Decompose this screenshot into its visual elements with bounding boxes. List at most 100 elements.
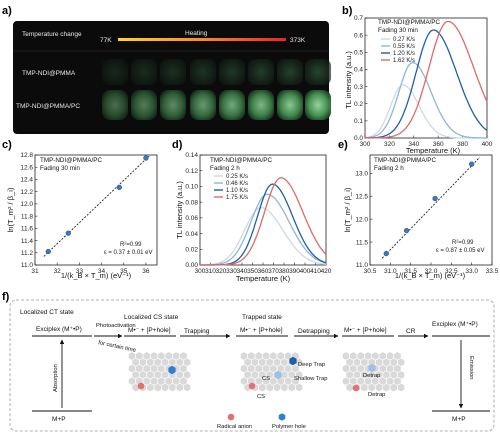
chart-e-title: TMP-NDI@PMMA/PC	[374, 157, 436, 164]
x-tick-label: 33.5	[486, 268, 499, 275]
lattice-detrap	[342, 351, 406, 393]
photo-vial-pmma	[160, 59, 186, 85]
y-tick-label: 0.04	[185, 231, 198, 238]
y-tick-label: 0.00	[185, 262, 198, 269]
photo-vial-pmma	[102, 59, 128, 85]
detrap-equation: M•⁻ + [P+hole]	[344, 327, 387, 334]
lattice-cell	[183, 382, 191, 393]
x-tick-label: 340	[237, 268, 248, 275]
chart-e-ylabel: ln(T_m² / β_i)	[343, 187, 352, 232]
data-point	[45, 248, 51, 255]
lattice-cell	[375, 382, 384, 393]
plot-frame	[34, 154, 158, 266]
x-tick-label: 31.5	[404, 268, 417, 275]
y-tick-label: 12.2	[20, 189, 33, 196]
ground-right-label: M+P	[452, 416, 466, 423]
polymer-hole-marker	[168, 365, 176, 375]
x-tick-label: 30.5	[364, 268, 377, 275]
y-tick-label: 0.1	[354, 118, 363, 125]
data-point	[383, 250, 389, 257]
lattice-trapped	[240, 351, 304, 393]
photo-heating-label: Heating	[185, 30, 208, 37]
y-tick-label: 12.4	[20, 177, 33, 184]
photo-temp-start: 77K	[100, 37, 112, 44]
lattice-cell	[287, 382, 296, 393]
y-tick-label: 0.2	[354, 101, 363, 108]
y-tick-label: 12.5	[355, 193, 368, 200]
lattice-cell	[161, 382, 169, 393]
radical-anion-marker	[137, 382, 145, 390]
legend-label: 1.62 K/s	[393, 58, 415, 64]
x-tick-label: 300	[195, 268, 206, 275]
x-tick-label: 400	[300, 268, 311, 275]
photo-row2-label: TMP-NDI@PMMA	[22, 70, 76, 77]
y-tick-label: 0.02	[185, 246, 198, 253]
series-line	[365, 20, 488, 139]
chart-d-ylabel: TL intensity (a.u.)	[175, 181, 184, 239]
chart-e-epsilon: ε = 0.87 ± 0.05 eV	[436, 248, 485, 254]
radical-anion-marker	[248, 382, 256, 390]
chart-c-epsilon: ε = 0.37 ± 0.01 eV	[104, 250, 153, 256]
panel-label-c: c)	[2, 139, 12, 151]
photo-vial-pmma-pc	[305, 90, 331, 120]
mechanism-diagram: Localized CT state Exciplex (M⁺•P) M+P A…	[9, 299, 495, 432]
photo-vial-pmma	[131, 59, 157, 85]
photo-vial-pmma	[277, 59, 303, 85]
y-tick-label: 11.5	[356, 239, 369, 246]
series-line	[364, 84, 487, 139]
x-tick-label: 35	[120, 268, 128, 275]
legend-radical-label: Radical anion	[217, 424, 252, 430]
y-tick-label: 0.7	[354, 15, 363, 22]
photo-vial-pmma-pc	[190, 90, 216, 120]
photo-row-pmma	[102, 59, 331, 85]
chart-e: ln(T_m² / β_i) 1/(k_B × T_m) (eV⁻¹) TMP-…	[343, 154, 499, 280]
chart-e-r2: R²=0.99	[452, 240, 474, 246]
x-tick-label: 350	[247, 268, 258, 275]
y-tick-label: 11.8	[21, 213, 34, 220]
polymer-hole-marker	[289, 356, 297, 366]
chart-d-subtitle: Fading 2 h	[210, 165, 240, 172]
lattice-cell	[367, 382, 376, 393]
chart-b-xlabel: Temperature (K)	[406, 146, 461, 155]
polymer-hole-marker	[368, 363, 376, 373]
legend-label: 1.75 K/s	[226, 195, 248, 201]
photo-vial-pmma	[219, 59, 245, 85]
legend-radical-marker	[227, 413, 235, 421]
exciplex-right-label: Exciplex (M⁺•P)	[432, 321, 478, 328]
chart-c-xlabel: 1/(k_B × T_m) (eV⁻¹)	[61, 271, 132, 280]
x-tick-label: 33	[76, 268, 84, 275]
data-point	[143, 155, 149, 161]
y-tick-label: 0.3	[354, 84, 363, 91]
x-tick-label: 36	[142, 268, 150, 275]
chart-c-subtitle: Fading 30 min	[40, 165, 80, 172]
localized-cs-label: Localized CS state	[124, 314, 179, 321]
legend-label: 0.27 K/s	[393, 37, 415, 43]
y-tick-label: 0.14	[185, 152, 198, 159]
photo-panel: Temperature change 77K Heating 373K TMP-…	[13, 21, 331, 134]
series-line	[200, 177, 327, 266]
photo-vial-pmma	[248, 59, 274, 85]
series-line	[364, 29, 488, 139]
emission-label: Emission	[468, 356, 474, 380]
x-tick-label: 380	[279, 268, 290, 275]
legend-hole-marker	[278, 413, 286, 421]
data-point	[403, 227, 410, 234]
photo-row3-label: TMP-NDI@PMMA/PC	[16, 103, 80, 110]
y-tick-label: 12.0	[355, 216, 368, 223]
x-tick-label: 390	[289, 268, 300, 275]
panel-label-a: a)	[2, 5, 12, 17]
lattice-cell	[153, 382, 162, 393]
lattice-cell	[397, 382, 406, 393]
chart-d-xlabel: Temperature (K)	[236, 274, 291, 283]
x-tick-label: 360	[433, 141, 444, 148]
detrapping-label: Detrapping	[298, 328, 330, 335]
y-tick-label: 0.4	[354, 67, 363, 74]
photo-vial-pmma-pc	[160, 90, 186, 120]
panel-label-b: b)	[342, 5, 353, 17]
lattice-cell	[146, 382, 155, 393]
y-tick-label: 11.0	[21, 262, 34, 269]
localized-ct-label: Localized CT state	[20, 309, 74, 316]
data-point	[65, 230, 71, 236]
